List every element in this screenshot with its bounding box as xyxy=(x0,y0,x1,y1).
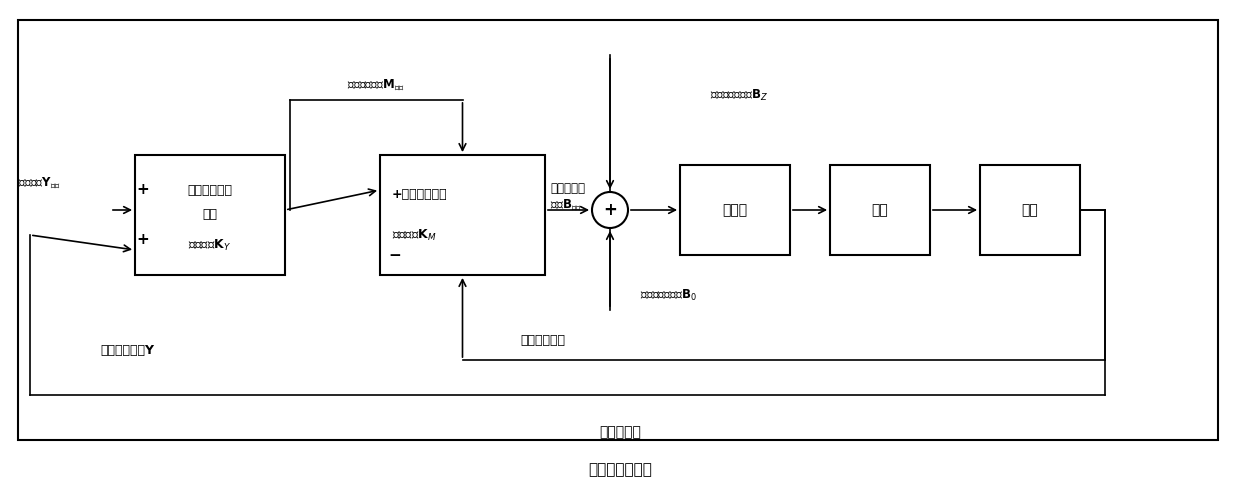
Text: 主配控制环: 主配控制环 xyxy=(599,425,641,439)
Text: +: + xyxy=(136,183,149,198)
Text: 比例阀位置: 比例阀位置 xyxy=(551,182,585,194)
Bar xyxy=(830,165,930,255)
Text: +: + xyxy=(603,201,618,219)
Text: 主配位置给定M$_{给定}$: 主配位置给定M$_{给定}$ xyxy=(347,77,405,93)
Text: −: − xyxy=(388,247,401,262)
Bar xyxy=(379,155,546,275)
Text: +: + xyxy=(136,232,149,247)
Text: 增益系数K$_M$: 增益系数K$_M$ xyxy=(392,227,436,243)
Circle shape xyxy=(591,192,627,228)
Text: 导叶开度控制环: 导叶开度控制环 xyxy=(588,463,652,477)
Bar xyxy=(135,155,285,275)
Text: 比例阀: 比例阀 xyxy=(723,203,748,217)
Text: 比例阀震荡信号B$_Z$: 比例阀震荡信号B$_Z$ xyxy=(711,88,769,103)
Text: +主配控制模块: +主配控制模块 xyxy=(392,188,448,202)
Text: 增益系数K$_Y$: 增益系数K$_Y$ xyxy=(188,238,232,253)
Text: 模块: 模块 xyxy=(202,208,217,222)
Text: 导叶位置反馈Y: 导叶位置反馈Y xyxy=(100,343,154,356)
Text: 导叶开度控制: 导叶开度控制 xyxy=(187,184,233,196)
FancyBboxPatch shape xyxy=(250,35,1215,405)
Text: 主配位置反馈: 主配位置反馈 xyxy=(520,334,565,346)
Text: 主配: 主配 xyxy=(872,203,888,217)
Text: 主接: 主接 xyxy=(1022,203,1038,217)
Bar xyxy=(680,165,790,255)
Bar xyxy=(19,20,1218,440)
Text: 比例阀设定中位B$_0$: 比例阀设定中位B$_0$ xyxy=(640,287,697,302)
Text: 开度给定Y$_{给定}$: 开度给定Y$_{给定}$ xyxy=(19,175,61,190)
Text: 给定B$_{给定}$: 给定B$_{给定}$ xyxy=(551,198,582,212)
Bar xyxy=(980,165,1080,255)
